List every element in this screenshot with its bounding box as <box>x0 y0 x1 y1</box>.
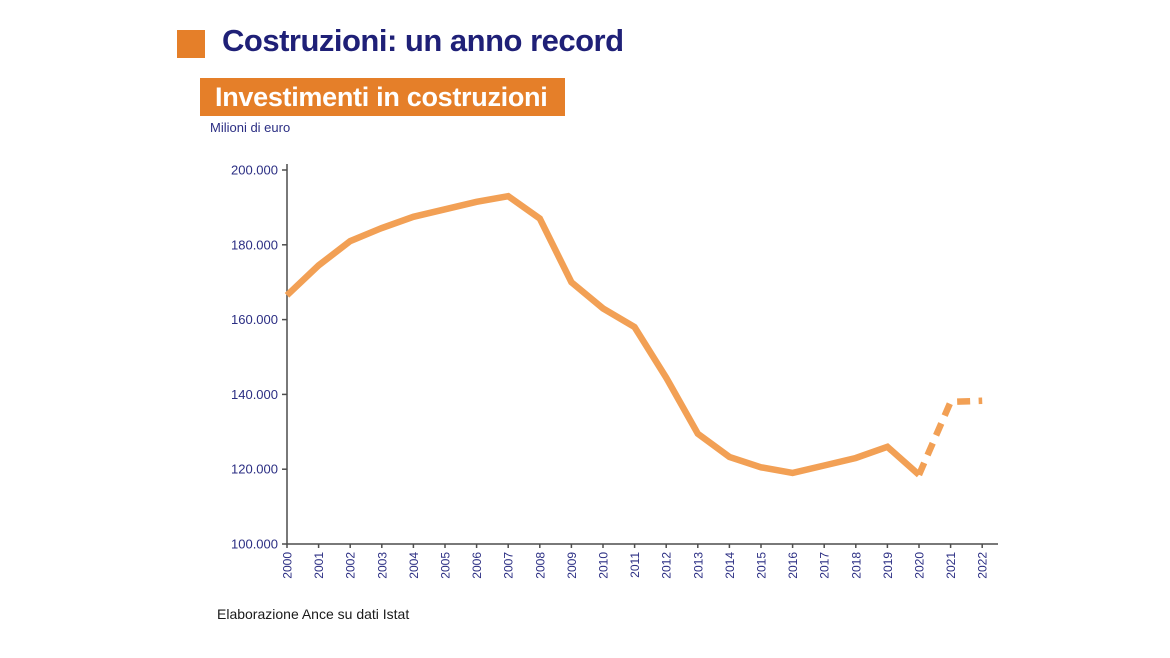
x-tick-label: 2021 <box>944 552 958 579</box>
x-tick-label: 2017 <box>818 552 832 579</box>
x-tick-label: 2006 <box>470 552 484 579</box>
x-tick-label: 2019 <box>881 552 895 579</box>
series-line-dashed-forecast <box>916 397 983 477</box>
x-tick-label: 2008 <box>533 552 547 579</box>
x-tick-label: 2020 <box>913 552 927 579</box>
x-tick-label: 2001 <box>312 552 326 579</box>
y-tick-label: 100.000 <box>231 537 278 552</box>
x-tick-label: 2014 <box>723 552 737 579</box>
y-tick-label: 200.000 <box>231 163 278 178</box>
x-tick-label: 2010 <box>597 552 611 579</box>
series-line-solid <box>284 192 922 478</box>
source-note: Elaborazione Ance su dati Istat <box>217 606 410 622</box>
x-tick-label: 2005 <box>439 552 453 579</box>
x-tick-label: 2009 <box>565 552 579 579</box>
y-axis-unit-label: Milioni di euro <box>210 120 291 135</box>
x-tick-label: 2007 <box>502 552 516 579</box>
x-tick-label: 2022 <box>976 552 990 579</box>
y-tick-label: 160.000 <box>231 312 278 327</box>
y-tick-label: 140.000 <box>231 387 278 402</box>
x-tick-label: 2018 <box>849 552 863 579</box>
investments-line-chart: 200.000 180.000 160.000 140.000 120.000 100.0… <box>231 163 998 579</box>
x-tick-label: 2002 <box>344 552 358 579</box>
title-accent-square-icon <box>177 30 205 58</box>
x-tick-label: 2012 <box>660 552 674 579</box>
x-tick-label: 2011 <box>628 552 642 578</box>
x-tick-label: 2015 <box>755 552 769 579</box>
x-tick-label: 2004 <box>407 552 421 579</box>
x-tick-label: 2000 <box>281 552 295 579</box>
page-title: Costruzioni: un anno record <box>222 23 624 58</box>
x-tick-label: 2013 <box>691 552 705 579</box>
x-tick-label: 2016 <box>786 552 800 579</box>
chart-title: Investimenti in costruzioni <box>215 81 548 112</box>
y-tick-label: 120.000 <box>231 462 278 477</box>
y-tick-label: 180.000 <box>231 237 278 252</box>
chart-title-banner: Investimenti in costruzioni <box>200 78 566 116</box>
x-tick-label: 2003 <box>375 552 389 579</box>
